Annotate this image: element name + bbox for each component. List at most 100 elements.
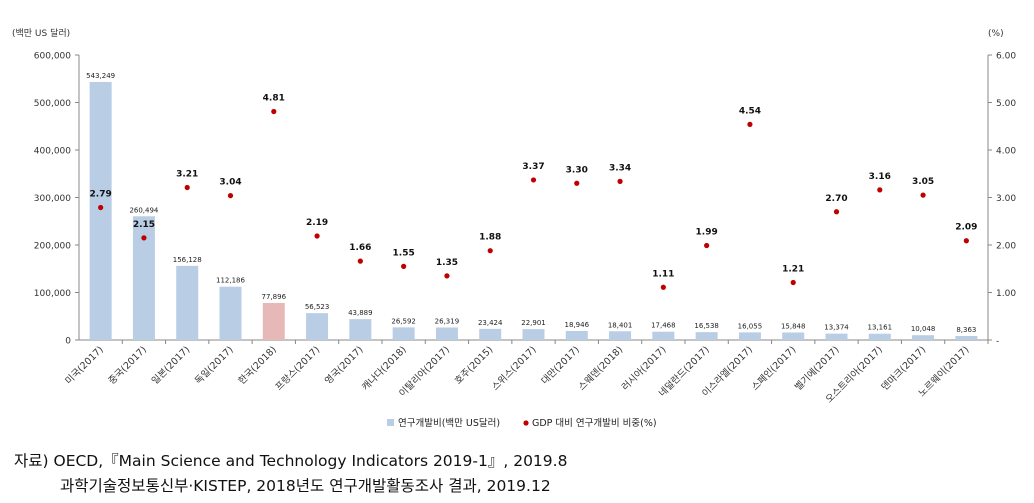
dot-value-label: 4.81 [263,94,285,104]
dot [530,177,537,183]
bar-value-label: 77,896 [262,293,287,301]
bar-value-label: 26,592 [391,317,416,325]
dot-value-label: 1.66 [349,243,371,253]
dot-value-label: 1.11 [652,269,674,279]
x-tick-label: 캐나다(2018) [360,344,409,393]
dot [833,209,840,215]
bar [912,335,935,340]
dot-value-label: 3.21 [176,170,198,180]
right-tick-label: 1.00 [996,289,1016,299]
dot-value-label: 3.05 [912,177,934,187]
left-tick-label: 400,000 [34,147,71,157]
x-tick-label: 영국(2017) [323,344,365,386]
bar [738,332,761,340]
legend-dot-label: GDP 대비 연구개발비 비중(%) [532,418,657,429]
dot [314,233,320,239]
bar [89,81,112,340]
right-tick-label: 2.00 [996,242,1016,252]
bar [522,329,545,340]
x-tick-label: 프랑스(2017) [273,344,322,393]
bar-value-label: 22,901 [521,319,546,327]
dot-value-label: 3.04 [219,178,241,188]
bar [435,327,458,340]
bar [306,313,329,340]
left-tick-label: 300,000 [34,194,71,204]
right-tick-label: 4.00 [996,147,1016,157]
dot [227,193,234,199]
bar-series: 543,249 260,494 156,128 112,186 77,896 56,523… [86,72,978,340]
dot [747,121,753,127]
source-line-2: 과학기술정보통신부·KISTEP, 2018년도 연구개발활동조사 결과, 20… [60,477,551,495]
x-tick-label: 벨기에(2017) [793,344,842,393]
bar [219,286,242,340]
dot-series: 2.79 2.15 3.21 3.04 4.81 2.19 1.66 1.55 1.35 1.88… [90,94,977,290]
dot-value-label: 2.09 [955,223,977,233]
x-tick-label: 스위스(2017) [489,344,538,393]
bar [262,302,285,340]
x-tick-label: 대만(2017) [539,344,581,386]
bar [349,319,372,340]
bar [868,333,891,340]
bar-value-label: 13,161 [868,324,893,332]
left-tick-label: 200,000 [34,242,71,252]
left-tick-label: 600,000 [34,52,71,62]
bar [652,331,675,340]
bar-value-label: 543,249 [86,72,115,80]
dot [487,248,493,254]
bar [176,265,199,340]
bar-value-label: 8,363 [956,326,976,334]
dot [920,192,926,198]
bar [609,331,632,340]
dot-value-label: 1.21 [782,265,804,275]
dot-value-label: 2.19 [306,218,328,228]
x-tick-label: 스웨덴(2018) [576,344,625,393]
right-tick-label: 6.00 [996,52,1016,62]
x-tick-label: 중국(2017) [107,344,149,386]
dot [790,279,796,286]
bar-value-label: 26,319 [435,317,460,325]
bar [132,216,155,340]
dot [617,178,623,184]
bar [825,333,848,340]
legend: 연구개발비(백만 US달러) GDP 대비 연구개발비 비중(%) [387,417,657,429]
dot [98,204,104,211]
left-tick-label: 100,000 [34,289,71,299]
axes: 0 100,000 200,000 300,000 400,000 500,000 600,… [34,52,1017,406]
left-tick-label: 500,000 [34,99,71,109]
dot-value-label: 4.54 [739,106,761,116]
dot-value-label: 2.15 [133,220,155,230]
bar-value-label: 13,374 [824,324,849,332]
dot [660,284,666,290]
bar-value-label: 156,128 [173,256,202,264]
bar [565,331,588,340]
left-tick-label: 0 [65,337,71,347]
x-tick-label: 일본(2017) [150,344,192,386]
legend-bar-label: 연구개발비(백만 US달러) [398,417,500,429]
dot-value-label: 2.70 [825,194,847,204]
dot [271,108,277,115]
source-line-1: 자료) OECD,『Main Science and Technology In… [14,452,568,470]
chart: (백만 US 달러) (%) 0 100,000 200,000 300,000 400… [12,27,1017,429]
bar [479,328,502,340]
bar-value-label: 15,848 [781,322,806,330]
bar-value-label: 56,523 [305,303,330,311]
legend-dot-swatch [523,420,529,426]
dot-value-label: 1.88 [479,233,501,243]
x-tick-label: 스페인(2017) [750,344,799,393]
bar-value-label: 18,401 [608,321,633,329]
bar-value-label: 17,468 [651,322,676,330]
bar-value-label: 16,538 [694,322,719,330]
dot-value-label: 1.35 [436,258,458,268]
dot [877,187,883,193]
bar-value-label: 112,186 [216,277,245,285]
x-tick-label: 독일(2017) [193,344,235,386]
bar-value-label: 260,494 [129,206,158,214]
right-axis-unit: (%) [988,29,1004,39]
bar [392,327,415,340]
right-tick-label: 3.00 [996,194,1016,204]
dot-value-label: 3.30 [566,165,588,175]
bar-value-label: 43,889 [348,309,373,317]
dot [357,258,363,264]
dot-value-label: 3.16 [869,172,891,182]
dot-value-label: 3.34 [609,163,631,173]
